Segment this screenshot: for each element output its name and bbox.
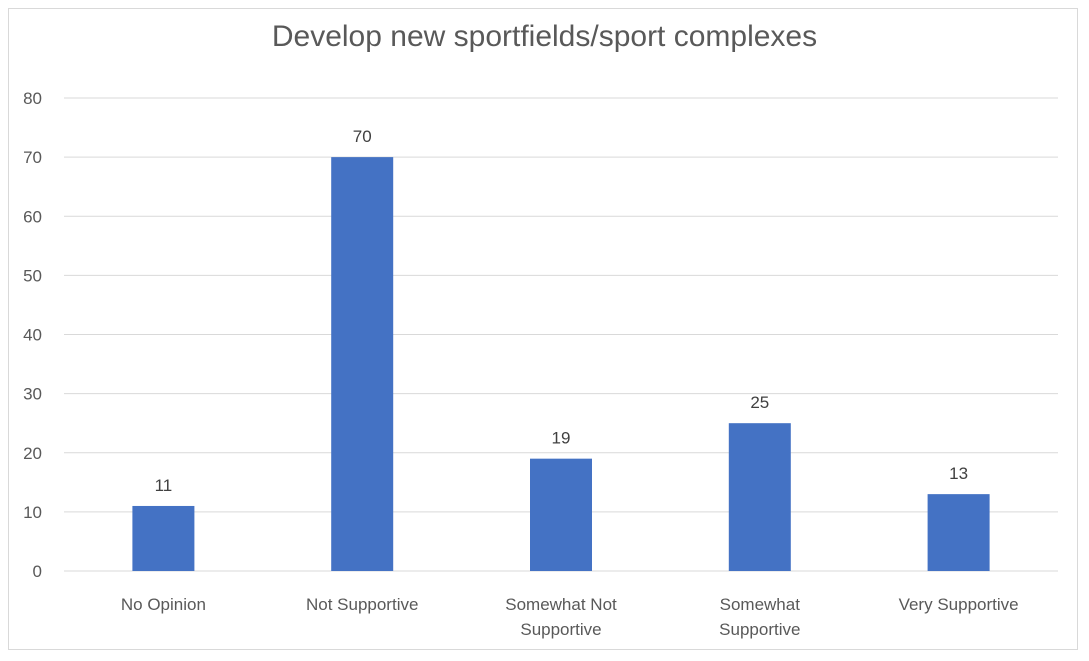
x-tick-label: Supportive — [520, 620, 601, 639]
data-label: 25 — [750, 393, 769, 412]
bars — [132, 157, 990, 571]
bar — [728, 423, 791, 571]
x-tick-label: Supportive — [719, 620, 800, 639]
x-axis-ticks: No Opinion Not Supportive Somewhat Not Supp… — [121, 595, 1019, 639]
y-tick-label: 0 — [33, 562, 42, 581]
bar — [132, 505, 195, 571]
data-label: 70 — [353, 127, 372, 146]
y-axis-ticks: 0 10 20 30 40 50 60 70 80 — [23, 89, 42, 581]
y-tick-label: 20 — [23, 444, 42, 463]
chart-title: Develop new sportfields/sport complexes — [271, 20, 818, 53]
gridlines — [64, 97, 1058, 572]
y-tick-label: 50 — [23, 266, 42, 285]
x-tick-label: Somewhat — [720, 595, 801, 614]
data-labels: 11 70 19 25 13 — [155, 127, 968, 495]
y-tick-label: 60 — [23, 207, 42, 226]
y-tick-label: 70 — [23, 148, 42, 167]
data-label: 13 — [949, 464, 968, 483]
y-tick-label: 10 — [23, 503, 42, 522]
y-tick-label: 30 — [23, 385, 42, 404]
y-tick-label: 40 — [23, 326, 42, 345]
bar — [530, 458, 592, 571]
x-tick-label: Somewhat Not — [505, 595, 617, 614]
y-tick-label: 80 — [23, 89, 42, 108]
bar — [331, 157, 394, 571]
data-label: 11 — [155, 476, 173, 495]
x-tick-label: Very Supportive — [899, 595, 1019, 614]
bar — [927, 494, 990, 571]
data-label: 19 — [552, 429, 571, 448]
x-tick-label: Not Supportive — [306, 595, 418, 614]
x-tick-label: No Opinion — [121, 595, 206, 614]
